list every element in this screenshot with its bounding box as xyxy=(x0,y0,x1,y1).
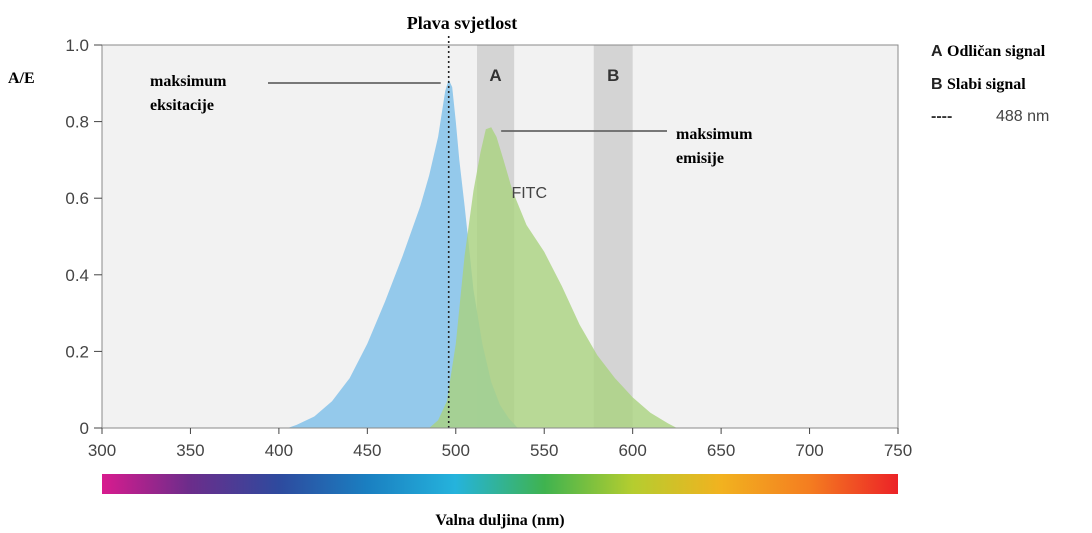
band-label-a: A xyxy=(489,66,501,85)
y-tick-label: 0.8 xyxy=(65,113,89,132)
x-tick-label: 750 xyxy=(884,441,912,460)
fitc-label: FITC xyxy=(511,185,547,202)
legend-text: Odličan signal xyxy=(947,43,1046,60)
x-tick-label: 400 xyxy=(265,441,293,460)
y-tick-label: 0.4 xyxy=(65,266,89,285)
x-tick-label: 450 xyxy=(353,441,381,460)
x-tick-label: 350 xyxy=(176,441,204,460)
y-tick-label: 0 xyxy=(80,419,89,438)
x-tick-label: 650 xyxy=(707,441,735,460)
legend-text: 488 nm xyxy=(996,108,1049,125)
excitation-max-label-line1: maksimum xyxy=(150,73,227,90)
y-axis-label: A/E xyxy=(8,70,35,87)
x-tick-label: 550 xyxy=(530,441,558,460)
excitation-max-label-line2: eksitacije xyxy=(150,97,214,114)
x-tick-label: 600 xyxy=(618,441,646,460)
y-tick-label: 1.0 xyxy=(65,36,89,55)
x-tick-label: 500 xyxy=(442,441,470,460)
x-axis-label: Valna duljina (nm) xyxy=(435,512,564,529)
legend-marker-b: B xyxy=(931,76,943,93)
x-tick-label: 300 xyxy=(88,441,116,460)
emission-area-fitc xyxy=(429,127,677,429)
y-tick-label: 0.2 xyxy=(65,342,89,361)
legend-marker-a: A xyxy=(931,43,943,60)
x-tick-label: 700 xyxy=(795,441,823,460)
y-tick-label: 0.6 xyxy=(65,189,89,208)
spectrum-series xyxy=(287,79,677,429)
legend-marker-dashed: ---- xyxy=(931,108,952,125)
y-axis-ticks: 0 0.2 0.4 0.6 0.8 1.0 xyxy=(65,36,102,438)
emission-max-label-line1: maksimum xyxy=(676,126,753,143)
plot-frame xyxy=(101,44,899,429)
annotations: maksimum eksitacije maksimum emisije FITC xyxy=(150,73,753,202)
legend-text: Slabi signal xyxy=(947,76,1026,93)
chart-title: Plava svjetlost xyxy=(407,13,517,33)
x-axis-ticks: 300 350 400 450 500 550 600 650 700 750 xyxy=(88,428,912,460)
emission-max-label-line2: emisije xyxy=(676,150,724,167)
wavelength-spectrum-bar xyxy=(102,474,898,494)
band-label-b: B xyxy=(607,66,619,85)
